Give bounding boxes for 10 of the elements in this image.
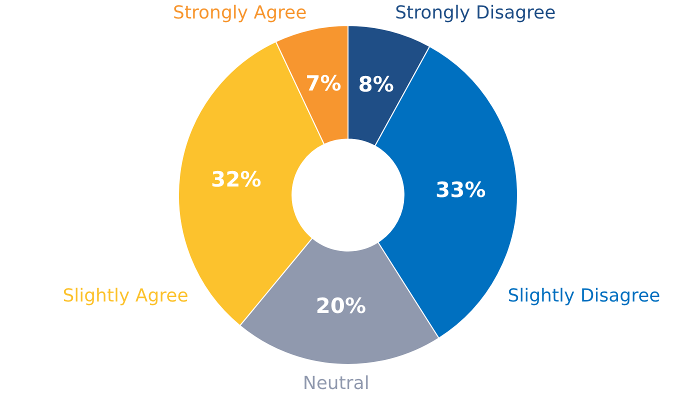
data-label: 20%: [316, 294, 366, 318]
data-label: 7%: [306, 71, 342, 96]
slice-label: Strongly Disagree: [395, 2, 556, 24]
data-label: 32%: [211, 167, 262, 192]
slice-label: Slightly Disagree: [508, 286, 660, 307]
slice-label: Slightly Agree: [62, 286, 188, 307]
slice-label: Neutral: [302, 372, 370, 394]
data-label: 8%: [358, 72, 394, 96]
data-label: 33%: [436, 178, 486, 202]
slice-label: Strongly Agree: [173, 2, 307, 24]
